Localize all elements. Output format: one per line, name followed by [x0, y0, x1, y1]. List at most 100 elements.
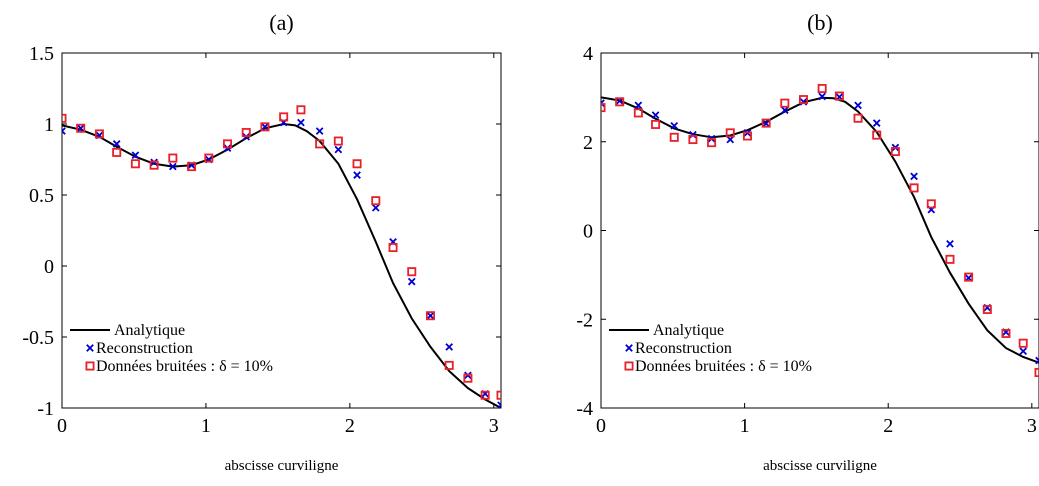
- noisy-data-point: [601, 103, 606, 113]
- legend-label: Analytique: [114, 322, 185, 339]
- y-tick-label: 0: [583, 221, 593, 243]
- reconstruction-point: [818, 92, 826, 101]
- reconstruction-point: [76, 124, 85, 133]
- noisy-data-point: [407, 267, 417, 277]
- noisy-data-point: [817, 84, 827, 94]
- reconstruction-point: [445, 343, 454, 351]
- reconstruction-point: [910, 172, 918, 181]
- reconstruction-point: [315, 127, 324, 135]
- legend-label: Reconstruction: [96, 340, 193, 357]
- noisy-data-point: [94, 129, 104, 139]
- noisy-data-point: [496, 390, 501, 400]
- noisy-data-point: [112, 147, 122, 157]
- reconstruction-point: [601, 99, 605, 107]
- noisy-data-point: [371, 196, 381, 206]
- noisy-data-point: [707, 138, 717, 148]
- noisy-data-point: [1001, 328, 1011, 338]
- noisy-data-point: [945, 254, 955, 264]
- plot-area: [601, 84, 1039, 377]
- reconstruction-point: [670, 121, 679, 130]
- reconstruction-point: [297, 118, 305, 127]
- noisy-data-point: [187, 162, 197, 172]
- plot-frame: [61, 52, 502, 409]
- noisy-data-point: [798, 95, 808, 105]
- noisy-data-point: [204, 153, 214, 163]
- x-axis-label: abscisse curviligne: [763, 458, 877, 474]
- noisy-data-point: [388, 243, 398, 253]
- reconstruction-point: [168, 162, 177, 171]
- reconstruction-point: [651, 111, 660, 119]
- chart-title: (a): [269, 10, 293, 35]
- reconstruction-point: [726, 135, 735, 144]
- noisy-data-point: [241, 128, 251, 138]
- noisy-data-point: [463, 373, 473, 383]
- noisy-data-point: [223, 139, 233, 149]
- x-tick-label: 3: [489, 415, 499, 437]
- y-tick-label: -2: [576, 309, 593, 331]
- noisy-data-point: [964, 272, 974, 282]
- noisy-data-point: [168, 153, 178, 163]
- reconstruction-point: [780, 106, 789, 115]
- reconstruction-point: [1019, 347, 1028, 356]
- reconstruction-point: [872, 119, 881, 127]
- noisy-data-point: [890, 147, 900, 157]
- reconstruction-point: [62, 127, 66, 135]
- noisy-data-point: [130, 159, 140, 169]
- noisy-data-point: [761, 118, 771, 128]
- noisy-data-point: [909, 183, 919, 193]
- reconstruction-point: [371, 203, 380, 212]
- noisy-data-point: [982, 304, 992, 314]
- series-line-analytique: [601, 96, 1039, 364]
- reconstruction-point: [426, 311, 435, 320]
- chart-panel-1: (a) 0 1 2 3 -1 -0.5 0 0.5 1 1.5 abscisse curviligne…: [22, 10, 502, 474]
- legend-label: Données bruitées : δ = 10%: [635, 358, 812, 375]
- noisy-data-point: [742, 131, 752, 141]
- noisy-data-point: [872, 130, 882, 140]
- noisy-data-point: [780, 98, 790, 108]
- noisy-data-point: [352, 159, 362, 169]
- noisy-data-point: [149, 160, 159, 170]
- y-tick-label: 1.5: [29, 43, 54, 65]
- reconstruction-point: [854, 101, 862, 110]
- x-tick-label: 1: [201, 415, 211, 437]
- legend-x-symbol: [86, 344, 94, 352]
- reconstruction-point: [407, 277, 416, 286]
- x-axis-label: abscisse curviligne: [225, 458, 339, 474]
- chart-panel-2: (b) 0 1 2 3 -4 -2 0 2 4 abscisse curviligne Analyti…: [576, 10, 1039, 474]
- legend-label: Analytique: [653, 322, 724, 339]
- noisy-data-point: [615, 97, 625, 107]
- reconstruction-point: [261, 123, 269, 131]
- reconstruction-point: [334, 145, 343, 154]
- noisy-data-point: [279, 112, 289, 122]
- noisy-data-point: [853, 113, 863, 123]
- noisy-data-point: [1018, 338, 1028, 348]
- x-tick-label: 2: [883, 415, 893, 437]
- noisy-data-point: [425, 311, 435, 321]
- y-tick-label: 1: [44, 114, 54, 136]
- noisy-data-point: [926, 199, 936, 209]
- reconstruction-point: [131, 151, 140, 160]
- noisy-data-point: [480, 390, 490, 400]
- noisy-data-point: [62, 113, 67, 123]
- y-tick-label: -4: [576, 398, 593, 420]
- reconstruction-point: [353, 171, 361, 179]
- legend-x-symbol: [625, 344, 633, 352]
- noisy-data-point: [260, 122, 270, 132]
- noisy-data-point: [1034, 367, 1039, 377]
- noisy-data-point: [444, 360, 454, 370]
- noisy-data-point: [669, 132, 679, 142]
- legend-square-symbol: [85, 361, 95, 371]
- noisy-data-point: [633, 108, 643, 118]
- y-tick-label: 0.5: [29, 185, 54, 207]
- noisy-data-point: [296, 105, 306, 115]
- y-tick-label: -1: [37, 398, 54, 420]
- plot-area: [62, 105, 501, 408]
- y-tick-label: -0.5: [22, 327, 54, 349]
- x-tick-label: 1: [740, 415, 750, 437]
- reconstruction-point: [112, 140, 121, 148]
- noisy-data-point: [688, 135, 698, 145]
- x-tick-label: 0: [57, 415, 67, 437]
- reconstruction-point: [946, 239, 954, 248]
